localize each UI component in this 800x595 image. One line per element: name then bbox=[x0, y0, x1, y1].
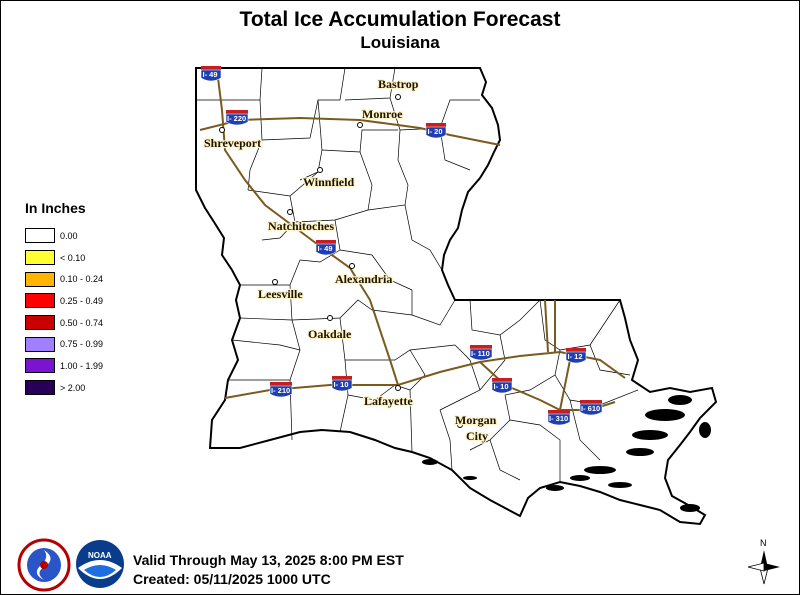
legend-swatch bbox=[25, 271, 55, 287]
svg-text:I- 10: I- 10 bbox=[494, 382, 509, 391]
legend-item: 1.00 - 1.99 bbox=[25, 355, 155, 377]
legend-label: 1.00 - 1.99 bbox=[60, 360, 104, 371]
legend-label: 0.10 - 0.24 bbox=[60, 274, 104, 285]
legend-item: > 2.00 bbox=[25, 377, 155, 399]
city-label-oakdale: Oakdale bbox=[308, 327, 352, 341]
city-label-city: City bbox=[466, 429, 488, 443]
shield-i49-central: I- 49 bbox=[315, 240, 337, 256]
svg-text:I- 10: I- 10 bbox=[334, 380, 349, 389]
svg-text:I- 49: I- 49 bbox=[318, 244, 333, 253]
legend-item: 0.00 bbox=[25, 225, 155, 247]
svg-text:I- 20: I- 20 bbox=[428, 127, 443, 136]
shield-i220: I- 220 bbox=[225, 110, 249, 126]
shield-i10-east: I- 10 bbox=[491, 378, 513, 394]
shield-i110: I- 110 bbox=[469, 345, 493, 361]
noaa-logo: NOAA bbox=[76, 540, 124, 588]
city-label-winnfield: Winnfield bbox=[303, 175, 354, 189]
city-label-alexandria: Alexandria bbox=[335, 272, 392, 286]
nws-logo bbox=[17, 538, 71, 592]
legend-swatch bbox=[25, 380, 55, 396]
svg-text:I- 220: I- 220 bbox=[227, 114, 246, 123]
legend-swatch bbox=[25, 228, 55, 244]
north-arrow-icon: N bbox=[747, 538, 780, 585]
interstate-shields: I- 49 I- 220 I- 20 I- 49 I- 110 I- 12 bbox=[200, 66, 603, 426]
shield-i210: I- 210 bbox=[269, 382, 293, 398]
city-label-leesville: Leesville bbox=[258, 287, 303, 301]
legend-item: < 0.10 bbox=[25, 247, 155, 269]
shield-i310: I- 310 bbox=[547, 410, 571, 426]
svg-text:I- 610: I- 610 bbox=[581, 404, 600, 413]
legend-item: 0.50 - 0.74 bbox=[25, 312, 155, 334]
svg-text:I- 12: I- 12 bbox=[568, 352, 583, 361]
page-subtitle: Louisiana bbox=[360, 33, 440, 52]
legend-label: 0.25 - 0.49 bbox=[60, 295, 104, 306]
legend-item: 0.25 - 0.49 bbox=[25, 290, 155, 312]
shield-i49-north: I- 49 bbox=[200, 66, 222, 82]
coastal-marsh bbox=[422, 395, 711, 512]
legend-swatch bbox=[25, 315, 55, 331]
page-title: Total Ice Accumulation Forecast bbox=[239, 8, 561, 31]
shield-i10-west: I- 10 bbox=[331, 376, 353, 392]
legend-swatch bbox=[25, 358, 55, 374]
legend-item: 0.10 - 0.24 bbox=[25, 268, 155, 290]
shield-i12: I- 12 bbox=[565, 348, 587, 364]
legend-label: 0.00 bbox=[60, 230, 78, 241]
svg-text:I- 110: I- 110 bbox=[471, 349, 490, 358]
city-label-morgan: Morgan bbox=[455, 413, 497, 427]
legend-item: 0.75 - 0.99 bbox=[25, 333, 155, 355]
valid-through-text: Valid Through May 13, 2025 8:00 PM EST bbox=[133, 552, 404, 568]
north-label: N bbox=[760, 538, 767, 548]
svg-text:I- 210: I- 210 bbox=[271, 386, 290, 395]
legend-swatch bbox=[25, 293, 55, 309]
svg-text:I- 49: I- 49 bbox=[203, 70, 218, 79]
legend-label: 0.75 - 0.99 bbox=[60, 339, 104, 350]
city-label-natchitoches: Natchitoches bbox=[268, 219, 334, 233]
shield-i20: I- 20 bbox=[425, 123, 447, 139]
created-text: Created: 05/11/2025 1000 UTC bbox=[133, 571, 331, 587]
legend-title: In Inches bbox=[25, 200, 86, 216]
noaa-logo-text: NOAA bbox=[88, 551, 112, 560]
city-markers bbox=[219, 94, 463, 428]
svg-text:I- 310: I- 310 bbox=[549, 414, 568, 423]
city-label-bastrop: Bastrop bbox=[378, 77, 419, 91]
city-label-shreveport: Shreveport bbox=[204, 136, 261, 150]
city-labels: Bastrop Monroe Shreveport Winnfield Natc… bbox=[203, 76, 498, 445]
legend-swatch bbox=[25, 250, 55, 266]
shield-i610: I- 610 bbox=[579, 400, 603, 416]
legend-swatch bbox=[25, 336, 55, 352]
legend-label: < 0.10 bbox=[60, 252, 86, 263]
legend-label: 0.50 - 0.74 bbox=[60, 317, 104, 328]
city-label-monroe: Monroe bbox=[362, 107, 403, 121]
legend-rows: 0.00 < 0.10 0.10 - 0.24 0.25 - 0.49 0.50 - 0… bbox=[25, 225, 155, 399]
city-label-lafayette: Lafayette bbox=[364, 394, 413, 408]
legend: In Inches 0.00 < 0.10 0.10 - 0.24 0.25 - 0.… bbox=[25, 200, 155, 399]
legend-label: > 2.00 bbox=[60, 382, 86, 393]
